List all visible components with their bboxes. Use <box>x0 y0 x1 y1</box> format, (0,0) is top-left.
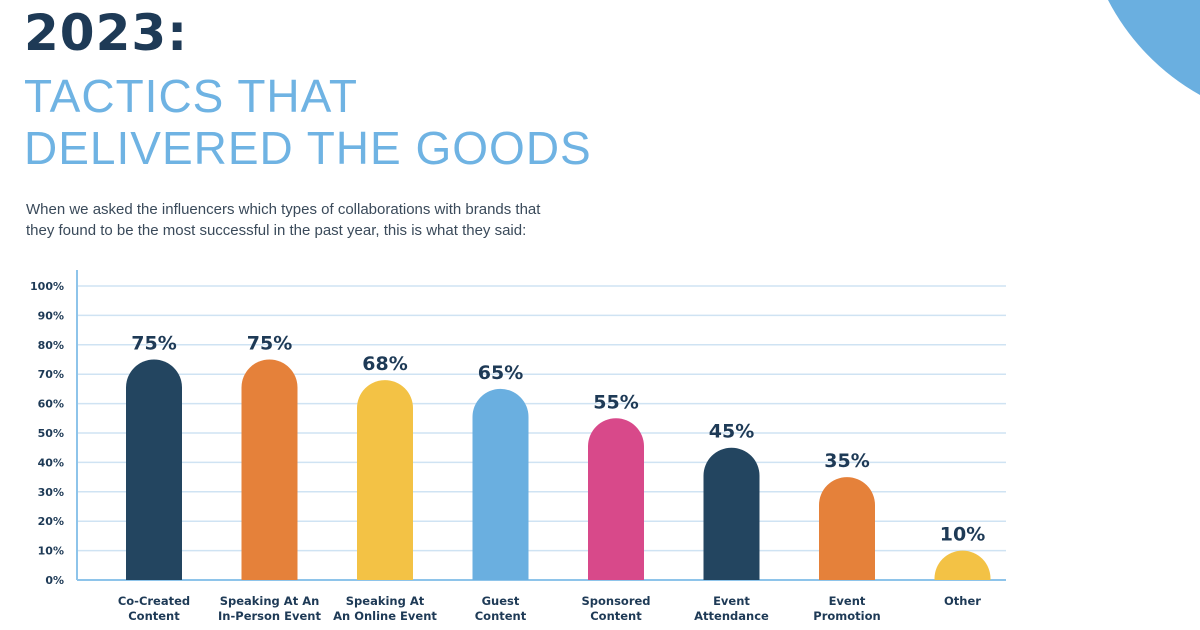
bar <box>126 359 182 580</box>
data-label: 75% <box>247 333 292 355</box>
data-label: 10% <box>940 524 985 546</box>
x-tick-label: An Online Event <box>333 609 437 623</box>
x-tick-label: Sponsored <box>581 594 650 608</box>
bar <box>934 550 991 580</box>
y-tick-label: 50% <box>38 427 64 440</box>
year-heading: 2023: <box>24 4 189 62</box>
bar <box>241 359 298 580</box>
y-tick-label: 10% <box>38 545 64 558</box>
title-line-2: DELIVERED THE GOODS <box>24 122 592 174</box>
bar <box>703 447 760 580</box>
x-tick-label: In-Person Event <box>218 609 321 623</box>
bar <box>588 418 644 580</box>
data-label: 35% <box>824 450 869 472</box>
page-title: TACTICS THAT DELIVERED THE GOODS <box>24 70 592 174</box>
intro-line-2: they found to be the most successful in … <box>26 222 527 239</box>
bar <box>472 388 529 580</box>
data-label: 45% <box>709 421 754 443</box>
y-tick-label: 30% <box>38 486 64 499</box>
x-tick-label: Promotion <box>813 609 880 623</box>
title-line-1: TACTICS THAT <box>24 70 358 122</box>
intro-text: When we asked the influencers which type… <box>26 199 666 241</box>
y-tick-label: 70% <box>38 368 64 381</box>
data-label: 75% <box>131 333 176 355</box>
corner-arc-shape <box>1108 0 1200 95</box>
x-tick-label: Speaking At An <box>220 594 320 608</box>
y-tick-label: 80% <box>38 339 64 352</box>
x-tick-label: Event <box>829 594 866 608</box>
y-tick-label: 100% <box>30 280 64 293</box>
x-tick-label: Content <box>128 609 180 623</box>
intro-line-1: When we asked the influencers which type… <box>26 201 541 218</box>
y-tick-label: 0% <box>45 574 64 587</box>
x-tick-label: Guest <box>482 594 520 608</box>
bar <box>819 477 875 580</box>
x-tick-label: Attendance <box>694 609 769 623</box>
data-label: 65% <box>478 362 523 384</box>
data-label: 68% <box>362 353 407 375</box>
y-tick-label: 40% <box>38 456 64 469</box>
x-tick-label: Content <box>475 609 527 623</box>
bar <box>357 380 413 580</box>
y-tick-label: 20% <box>38 515 64 528</box>
x-tick-label: Event <box>713 594 750 608</box>
x-tick-label: Speaking At <box>346 594 425 608</box>
x-tick-label: Other <box>944 594 981 608</box>
y-tick-label: 90% <box>38 309 64 322</box>
x-tick-label: Co-Created <box>118 594 190 608</box>
x-tick-label: Content <box>590 609 642 623</box>
y-tick-label: 60% <box>38 398 64 411</box>
data-label: 55% <box>593 391 638 413</box>
